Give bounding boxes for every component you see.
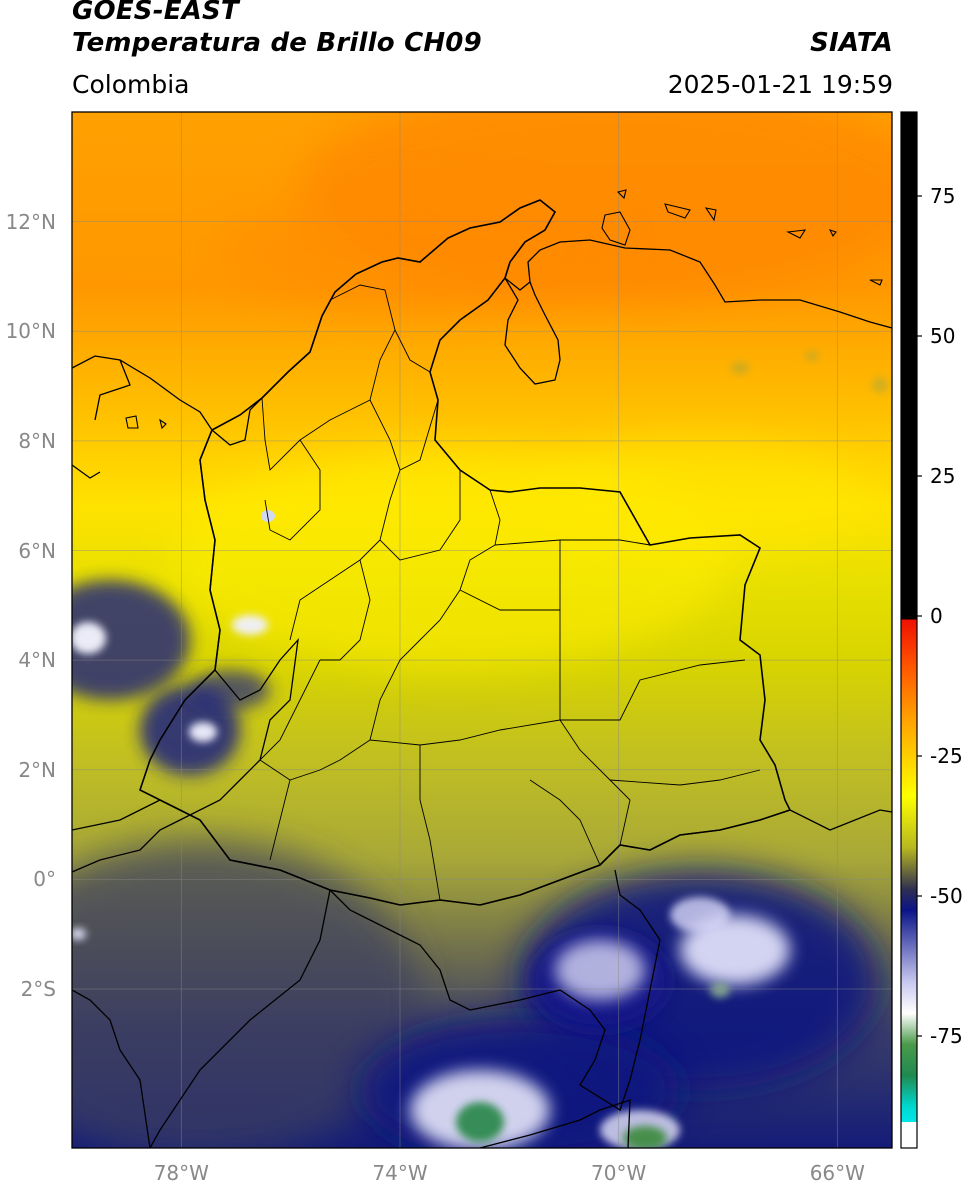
latitude-tick-label: 12°N xyxy=(5,209,56,234)
colombia-border xyxy=(139,199,792,906)
longitude-tick-label: 74°W xyxy=(372,1161,428,1185)
colorbar xyxy=(900,111,922,1149)
colorbar-tick-label: -75 xyxy=(930,1024,963,1048)
longitude-tick-label: 66°W xyxy=(809,1161,865,1185)
map-frame xyxy=(71,111,893,1149)
latitude-tick-label: 0° xyxy=(33,867,56,892)
department-borders xyxy=(259,284,761,901)
latitude-tick-label: 10°N xyxy=(5,319,56,344)
datetime-label: 2025-01-21 19:59 xyxy=(667,70,893,99)
satellite-title: GOES-EAST xyxy=(72,0,239,26)
colorbar-tick-label: -50 xyxy=(930,884,963,908)
agency-label: SIATA xyxy=(810,28,893,58)
longitude-tick-label: 70°W xyxy=(591,1161,647,1185)
caribbean-islands xyxy=(125,189,883,430)
longitude-tick-label: 78°W xyxy=(153,1161,209,1185)
colorbar-tick-label: 0 xyxy=(930,604,943,628)
latitude-tick-label: 4°N xyxy=(18,648,56,673)
product-title: Temperatura de Brillo CH09 xyxy=(72,28,482,58)
region-label: Colombia xyxy=(72,70,190,99)
colorbar-tick-label: 25 xyxy=(930,464,956,488)
colorbar-tick-label: 50 xyxy=(930,324,956,348)
latitude-tick-label: 6°N xyxy=(18,538,56,563)
latitude-tick-label: 8°N xyxy=(18,428,56,453)
latitude-tick-label: 2°S xyxy=(20,977,56,1002)
latitude-tick-label: 2°N xyxy=(18,757,56,782)
map-gridlines xyxy=(72,112,892,1148)
brightness-temperature-field xyxy=(72,112,892,1148)
colorbar-tick-label: 75 xyxy=(930,184,956,208)
colorbar-tick-label: -25 xyxy=(930,744,963,768)
